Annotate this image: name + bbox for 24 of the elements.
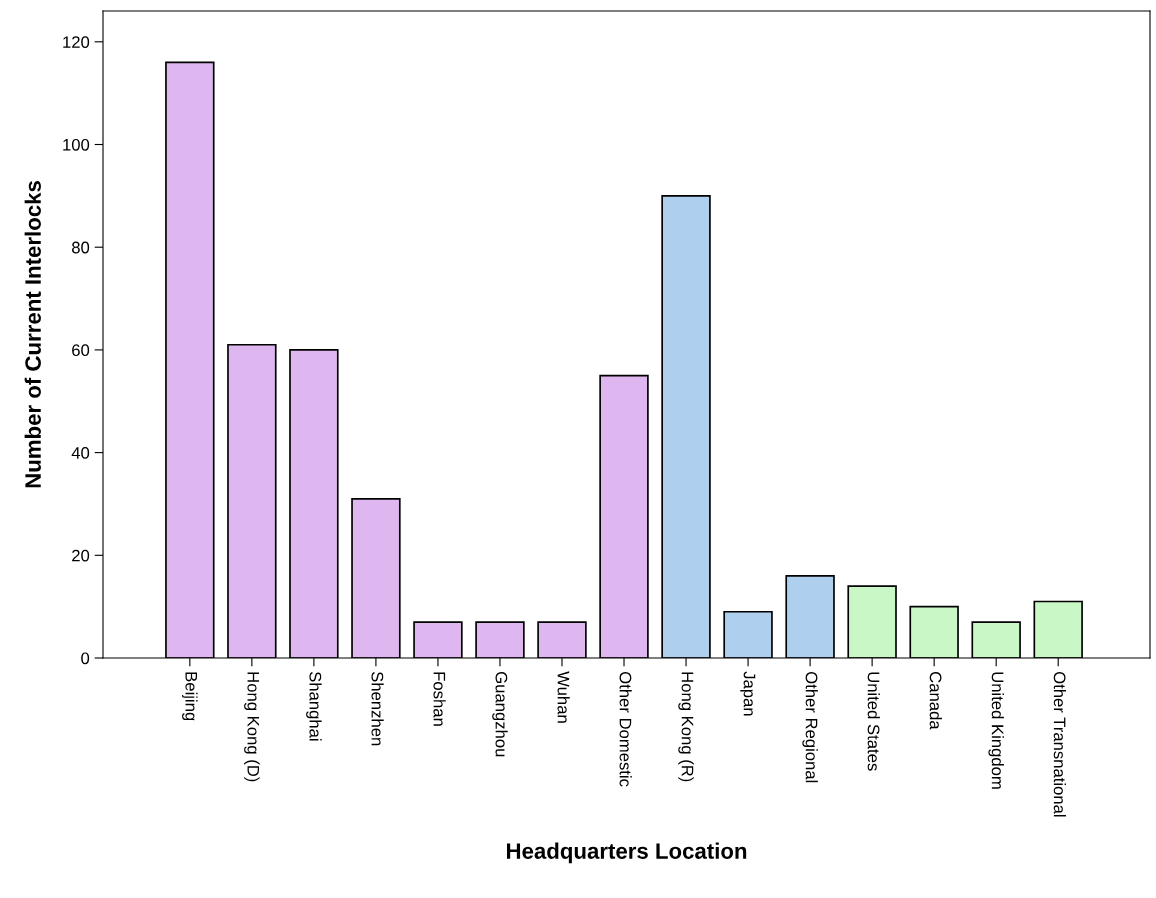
x-tick-label: Canada <box>929 672 942 730</box>
x-tick-label: United Kingdom <box>988 672 1004 789</box>
y-tick-label: 40 <box>71 447 90 459</box>
y-axis-title: Number of Current Interlocks <box>24 181 41 488</box>
x-tick-label: Other Regional <box>802 671 818 783</box>
x-tick-label: Japan <box>740 671 756 716</box>
x-axis-title: Headquarters Location <box>506 842 747 864</box>
x-tick-label: Other Transnational <box>1053 671 1066 817</box>
x-tick-label: Hong Kong (D) <box>244 672 260 782</box>
x-tick-label: Other Domestic <box>619 671 632 787</box>
x-tick-label: Shanghai <box>306 671 322 741</box>
y-tick-label: 20 <box>72 549 90 562</box>
x-tick-label: Hong Kong (R) <box>678 672 694 782</box>
y-tick-label: 60 <box>72 344 90 357</box>
y-tick-label: 120 <box>63 36 90 49</box>
x-tick-label: United States <box>867 672 880 771</box>
x-tick-label: Wuhan <box>557 671 570 723</box>
y-tick-label: 80 <box>71 241 90 254</box>
x-tick-label: Guangzhou <box>492 672 508 757</box>
x-tick-label: Foshan <box>433 672 446 726</box>
x-tick-label: Shenzhen <box>371 671 384 746</box>
y-tick-label: 0 <box>81 652 90 665</box>
y-tick-label: 100 <box>63 138 90 151</box>
x-tick-label: Beijing <box>182 672 198 721</box>
